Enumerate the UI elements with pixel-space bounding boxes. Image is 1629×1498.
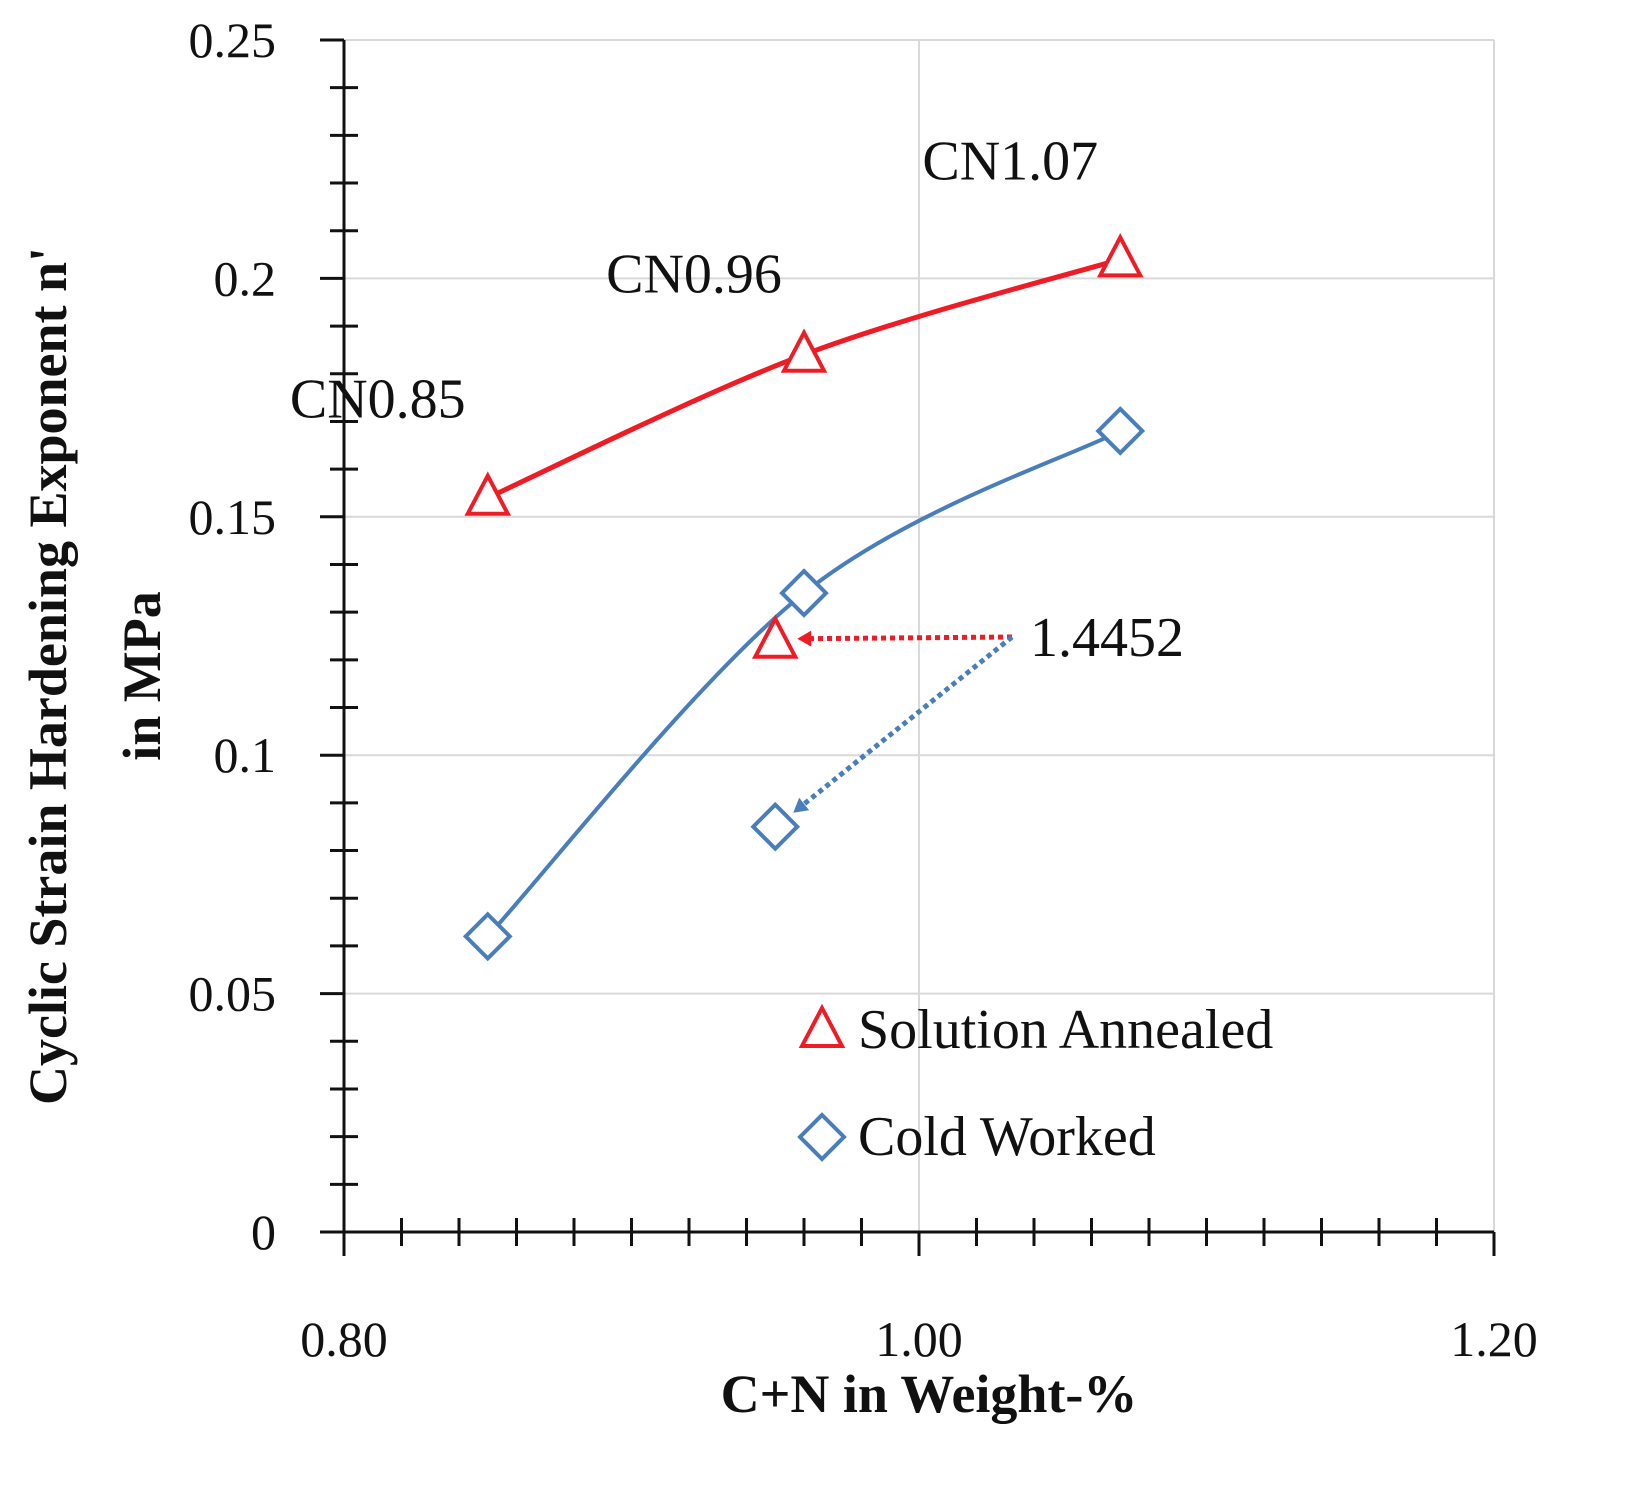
point-label: CN0.85	[290, 369, 466, 431]
y-tick-label: 0.05	[189, 966, 277, 1022]
y-axis-title-line2: in MPa	[112, 591, 172, 761]
annotation-arrow	[796, 635, 1014, 811]
data-point-solution-annealed	[780, 328, 828, 373]
annotation-arrow	[803, 634, 1013, 642]
annotation-arrowhead	[793, 797, 810, 813]
legend-label-cold-worked: Cold Worked	[858, 1106, 1156, 1168]
data-markers	[462, 233, 1146, 962]
y-axis-title-line1: Cyclic Strain Hardening Exponent n'	[18, 247, 78, 1105]
annotation-point-cold-worked	[750, 801, 801, 852]
y-tick-label: 0.15	[189, 489, 277, 545]
fit-line-cold-worked	[486, 429, 1122, 938]
tick-labels: 0 0.05 0.1 0.15 0.2 0.25 0.80 1.00 1.20	[189, 12, 1538, 1367]
legend: Solution Annealed Cold Worked	[797, 999, 1273, 1168]
legend-label-solution-annealed: Solution Annealed	[858, 999, 1273, 1061]
legend-marker-cold-worked	[797, 1112, 847, 1162]
x-tick-label: 1.20	[1450, 1311, 1538, 1367]
x-tick-label: 1.00	[875, 1311, 963, 1367]
point-labels: CN0.85 CN0.96 CN1.07	[290, 130, 1098, 430]
data-point-solution-annealed	[464, 471, 512, 516]
annotation-point-solution-annealed	[751, 614, 799, 659]
legend-triangle-icon	[798, 1003, 846, 1048]
annotation-arrows	[793, 630, 1014, 813]
data-point-cold-worked	[462, 911, 513, 962]
data-point-cold-worked	[779, 568, 829, 618]
point-label: CN0.96	[606, 244, 782, 306]
legend-marker-solution-annealed	[798, 1003, 846, 1048]
y-tick-label: 0.2	[214, 250, 277, 306]
y-tick-label: 0.25	[189, 12, 277, 68]
y-tick-label: 0	[251, 1204, 276, 1260]
annotation-arrowhead	[797, 630, 812, 647]
data-point-cold-worked	[1095, 406, 1146, 456]
x-axis-title: C+N in Weight-%	[721, 1364, 1138, 1424]
point-label: CN1.07	[922, 130, 1098, 192]
x-tick-label: 0.80	[300, 1311, 388, 1367]
legend-diamond-icon	[797, 1112, 847, 1162]
annotation-label: 1.4452	[1030, 607, 1184, 669]
axes	[320, 38, 1496, 1256]
fit-line-solution-annealed	[486, 256, 1121, 501]
y-tick-label: 0.1	[214, 727, 277, 783]
data-point-solution-annealed	[1096, 233, 1144, 278]
